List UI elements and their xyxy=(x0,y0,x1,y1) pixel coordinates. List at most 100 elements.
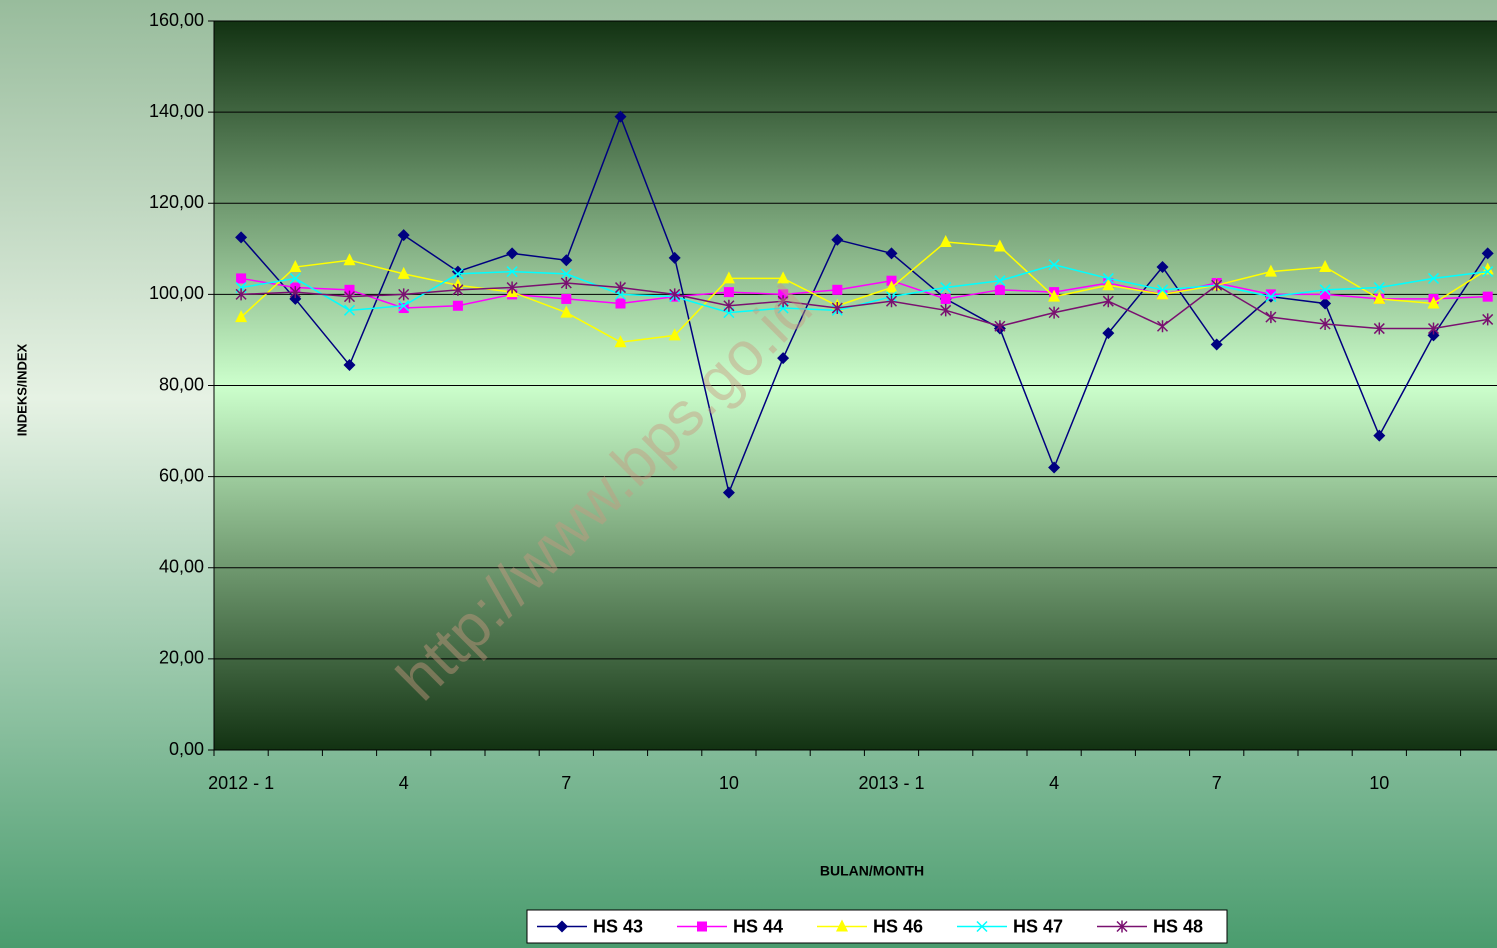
y-tick-label: 100,00 xyxy=(149,283,204,303)
y-tick-label: 80,00 xyxy=(159,374,204,394)
x-tick-label: 10 xyxy=(1369,773,1389,793)
marker xyxy=(1102,278,1115,291)
marker xyxy=(1156,261,1169,274)
marker xyxy=(1427,322,1440,335)
marker xyxy=(831,233,844,246)
legend-marker xyxy=(836,919,848,932)
marker xyxy=(614,281,627,294)
marker xyxy=(398,303,409,314)
legend-label: HS 46 xyxy=(873,916,923,936)
marker xyxy=(506,281,518,294)
marker xyxy=(1265,311,1277,324)
marker xyxy=(1373,291,1386,304)
marker xyxy=(885,280,898,293)
marker xyxy=(289,286,301,299)
legend-marker xyxy=(697,921,707,932)
marker xyxy=(939,234,952,247)
marker xyxy=(885,295,898,308)
legend: HS 43 HS 44 HS 46 HS 47 HS 48 xyxy=(526,909,1228,944)
marker xyxy=(994,320,1006,333)
marker xyxy=(778,289,789,300)
marker xyxy=(1319,317,1331,330)
marker xyxy=(722,486,735,499)
marker xyxy=(885,247,898,260)
marker xyxy=(1481,247,1494,260)
marker xyxy=(1319,260,1332,273)
marker xyxy=(506,247,519,260)
marker xyxy=(1048,289,1061,302)
marker xyxy=(1427,296,1440,309)
marker xyxy=(1373,322,1385,335)
series-line xyxy=(240,263,1488,314)
marker xyxy=(940,282,952,294)
marker xyxy=(560,305,573,318)
x-axis-label: BULAN/MONTH xyxy=(820,863,924,879)
marker xyxy=(398,288,410,301)
marker xyxy=(614,110,627,123)
marker xyxy=(994,284,1005,295)
marker xyxy=(1048,461,1061,474)
marker xyxy=(1211,279,1223,292)
marker xyxy=(452,268,464,280)
marker xyxy=(1427,272,1440,284)
marker xyxy=(1319,297,1332,310)
marker xyxy=(560,268,572,280)
marker xyxy=(1373,429,1386,442)
y-axis-label: INDEKS/INDEX xyxy=(14,343,29,436)
x-tick-label: 7 xyxy=(1212,773,1222,793)
y-tick-label: 40,00 xyxy=(159,557,204,577)
y-tick-label: 20,00 xyxy=(159,648,204,668)
marker xyxy=(723,287,734,298)
marker xyxy=(1102,295,1114,308)
marker xyxy=(1102,272,1114,284)
marker xyxy=(235,310,248,323)
series-line xyxy=(240,114,1489,496)
marker xyxy=(723,299,735,312)
legend-marker xyxy=(976,920,988,933)
marker xyxy=(398,300,410,312)
y-tick-label: 140,00 xyxy=(149,101,204,121)
marker xyxy=(1264,264,1277,277)
marker xyxy=(343,253,356,266)
legend-label: HS 44 xyxy=(733,916,783,936)
marker xyxy=(452,283,464,296)
y-tick-label: 160,00 xyxy=(149,10,204,30)
marker xyxy=(669,288,681,301)
x-tick-label: 4 xyxy=(1049,773,1059,793)
marker xyxy=(235,288,247,301)
marker xyxy=(1048,306,1060,319)
x-tick-label: 10 xyxy=(719,773,739,793)
series-line xyxy=(240,241,1489,343)
marker xyxy=(560,254,573,267)
marker xyxy=(1156,284,1169,296)
marker xyxy=(397,266,410,279)
marker xyxy=(832,284,843,295)
x-tick-label: 2012 - 1 xyxy=(208,773,274,793)
series-line xyxy=(240,277,1488,309)
marker xyxy=(1048,259,1060,271)
marker xyxy=(1482,266,1494,278)
marker xyxy=(777,271,790,284)
marker xyxy=(506,266,518,278)
x-tick-label: 7 xyxy=(561,773,571,793)
marker xyxy=(668,251,681,264)
marker xyxy=(940,293,951,304)
marker xyxy=(1265,289,1276,300)
marker xyxy=(451,265,464,278)
marker xyxy=(831,302,843,315)
marker xyxy=(289,272,301,284)
marker xyxy=(940,304,952,317)
y-tick-label: 60,00 xyxy=(159,465,204,485)
y-tick-label: 120,00 xyxy=(149,192,204,212)
y-tick-label: 0,00 xyxy=(169,739,204,759)
marker xyxy=(668,328,681,341)
marker xyxy=(561,293,572,304)
marker xyxy=(1482,313,1494,326)
x-tick-label: 2013 - 1 xyxy=(858,773,924,793)
plot-area: 0,00 20,00 40,00 60,00 80,00 100,00 120,00 140,… xyxy=(149,10,1497,793)
marker xyxy=(343,304,356,316)
legend-marker xyxy=(1116,920,1128,933)
legend-label: HS 48 xyxy=(1153,916,1203,936)
